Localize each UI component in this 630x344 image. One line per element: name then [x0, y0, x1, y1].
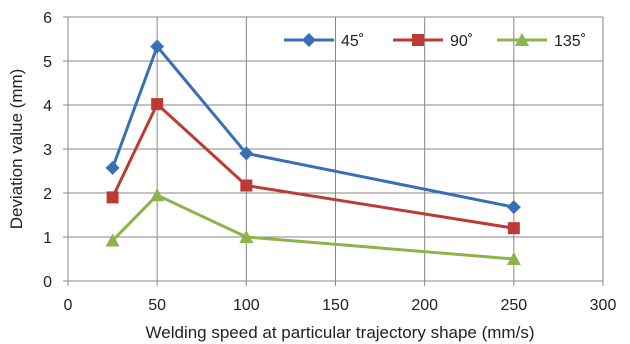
grid-lines [68, 16, 604, 281]
x-tick-label: 300 [590, 297, 617, 314]
data-point [105, 233, 120, 247]
series-1 [105, 39, 521, 215]
y-tick-label: 6 [43, 10, 52, 27]
data-point [506, 200, 521, 215]
legend-item: 90˚ [393, 33, 473, 50]
legend-item: 135˚ [497, 33, 586, 50]
legend-marker [302, 33, 316, 47]
data-point [106, 191, 119, 204]
legend-item: 45˚ [284, 33, 364, 50]
x-tick-label: 150 [322, 297, 349, 314]
data-point [240, 179, 253, 192]
legend-marker [412, 34, 424, 46]
data-point [150, 39, 165, 54]
series-line [111, 102, 515, 230]
series-line [111, 44, 515, 209]
x-tick-label: 50 [148, 297, 166, 314]
y-tick-label: 4 [43, 98, 52, 115]
axes [63, 16, 604, 286]
legend-label: 90˚ [450, 33, 473, 50]
y-tick-label: 5 [43, 54, 52, 71]
x-tick-label: 100 [233, 297, 260, 314]
data-point [239, 230, 254, 243]
tick-labels: 0 1 2 3 4 5 6 0 50 100 150 200 250 300 [43, 10, 616, 314]
data-point [507, 222, 520, 235]
data-point [105, 160, 120, 175]
series-line [111, 193, 514, 261]
y-axis-label: Deviation value (mm) [7, 69, 26, 230]
y-tick-label: 0 [43, 274, 52, 291]
x-axis-label: Welding speed at particular trajectory s… [146, 323, 535, 342]
series-2 [106, 98, 520, 235]
legend-marker [515, 33, 529, 46]
legend-label: 45˚ [341, 33, 364, 50]
legend-label: 135˚ [554, 33, 586, 50]
x-tick-label: 0 [64, 297, 73, 314]
data-point [151, 98, 164, 111]
series-layer [105, 39, 521, 265]
x-tick-label: 250 [500, 297, 527, 314]
y-tick-label: 2 [43, 186, 52, 203]
legend: 45˚ 90˚ 135˚ [284, 33, 586, 50]
y-tick-label: 3 [43, 142, 52, 159]
data-point [239, 146, 254, 161]
data-point [506, 252, 521, 265]
data-point [150, 188, 165, 202]
x-tick-label: 200 [411, 297, 438, 314]
y-tick-label: 1 [43, 230, 52, 247]
series-3 [105, 188, 521, 265]
